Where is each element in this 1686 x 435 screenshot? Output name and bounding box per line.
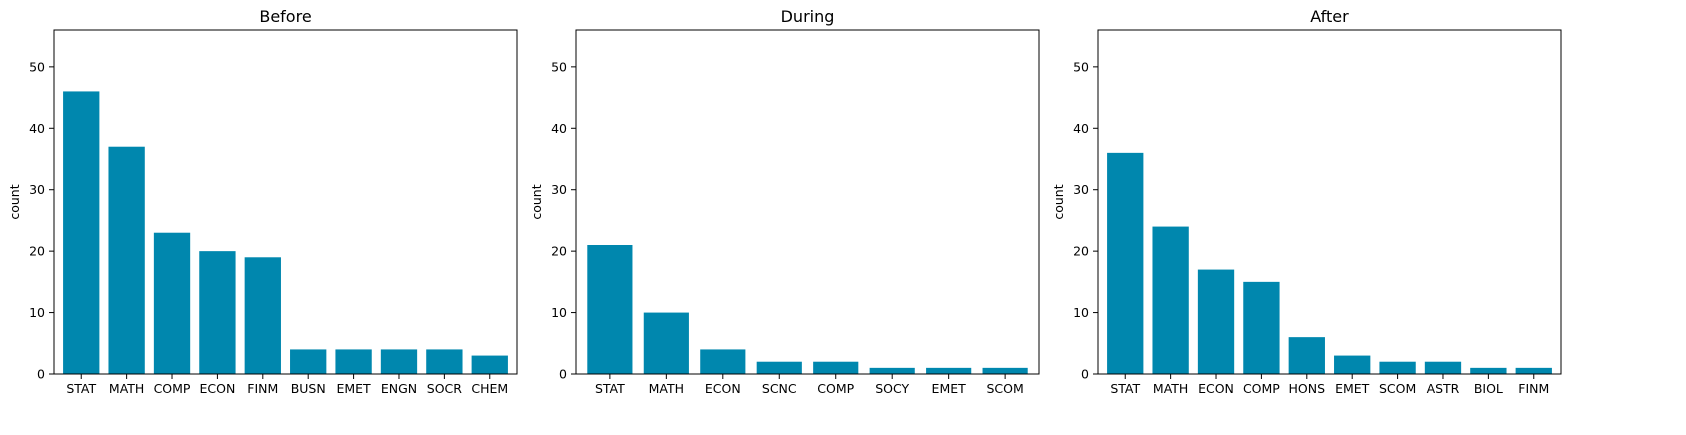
y-tick-label: 10 <box>29 305 45 320</box>
bar-stat <box>63 91 100 374</box>
y-tick-label: 10 <box>1073 305 1089 320</box>
plot-frame <box>1097 29 1562 375</box>
x-tick-label: SOCY <box>875 381 909 396</box>
y-tick-label: 0 <box>37 367 45 382</box>
x-tick-label: ENGN <box>381 381 417 396</box>
x-tick-label: MATH <box>1153 381 1188 396</box>
y-tick-label: 20 <box>29 244 45 259</box>
x-tick-label: STAT <box>1110 381 1140 396</box>
y-tick-label: 20 <box>1073 244 1089 259</box>
plot-frame <box>53 29 518 375</box>
y-tick-label: 50 <box>551 59 567 74</box>
bar-finm <box>1515 367 1552 374</box>
bar-comp <box>1243 281 1280 374</box>
bar-math <box>643 312 689 374</box>
x-tick-label: COMP <box>817 381 854 396</box>
y-axis-label: count <box>529 184 544 219</box>
y-tick-label: 0 <box>559 367 567 382</box>
y-tick-label: 40 <box>29 121 45 136</box>
x-tick-label: ECON <box>705 381 741 396</box>
x-tick-label: SCOM <box>1379 381 1416 396</box>
y-tick-label: 50 <box>29 59 45 74</box>
bar-scom <box>1379 361 1416 374</box>
bar-socy <box>869 367 915 374</box>
x-tick-label: MATH <box>649 381 684 396</box>
chart-panel-1: Before 0 10 20 30 40 50 count STAT MATH COMP ECON FI… <box>7 7 518 396</box>
x-tick-label: FINM <box>1518 381 1549 396</box>
bar-scnc <box>756 361 802 374</box>
x-tick-label: CHEM <box>471 381 508 396</box>
plot-frame <box>575 29 1040 375</box>
x-tick-label: FINM <box>247 381 278 396</box>
y-tick-label: 20 <box>551 244 567 259</box>
y-tick-label: 40 <box>1073 121 1089 136</box>
y-axis-label: count <box>7 184 22 219</box>
bar-scom <box>982 367 1028 374</box>
x-tick-label: EMET <box>336 381 371 396</box>
x-tick-label: STAT <box>66 381 96 396</box>
x-tick-label: EMET <box>1335 381 1370 396</box>
bar-busn <box>290 349 327 374</box>
y-tick-label: 40 <box>551 121 567 136</box>
bar-biol <box>1470 367 1507 374</box>
bar-math <box>1152 226 1189 374</box>
y-tick-label: 50 <box>1073 59 1089 74</box>
bar-socr <box>426 349 463 374</box>
y-tick-label: 30 <box>1073 182 1089 197</box>
x-tick-label: EMET <box>932 381 967 396</box>
x-tick-label: SOCR <box>427 381 463 396</box>
bar-emet <box>926 367 972 374</box>
x-tick-label: HONS <box>1289 381 1326 396</box>
chart-panel-2: During 0 10 20 30 40 50 count STAT MATH ECON SCNC CO… <box>529 7 1040 396</box>
bar-stat <box>587 245 633 374</box>
bar-comp <box>813 361 859 374</box>
bar-emet <box>335 349 372 374</box>
bar-econ <box>1197 269 1235 374</box>
bar-comp <box>153 232 191 374</box>
x-tick-label: BUSN <box>291 381 326 396</box>
bar-hons <box>1288 337 1325 374</box>
y-tick-label: 0 <box>1081 367 1089 382</box>
x-tick-label: STAT <box>595 381 625 396</box>
bar-math <box>108 146 145 374</box>
x-tick-label: COMP <box>1243 381 1280 396</box>
y-tick-label: 30 <box>551 182 567 197</box>
x-tick-label: ECON <box>199 381 235 396</box>
chart-panel-3: After 0 10 20 30 40 50 count STAT MATH ECON COMP HON… <box>1051 7 1562 396</box>
y-axis-label: count <box>1051 184 1066 219</box>
x-tick-label: ECON <box>1198 381 1234 396</box>
bar-astr <box>1424 361 1462 374</box>
x-tick-label: ASTR <box>1427 381 1460 396</box>
bar-engn <box>380 349 418 374</box>
bar-stat <box>1107 152 1144 374</box>
bar-emet <box>1334 355 1371 374</box>
x-tick-label: COMP <box>154 381 191 396</box>
bar-chem <box>471 355 508 374</box>
bar-econ <box>199 251 236 374</box>
bar-finm <box>244 257 281 374</box>
chart-title: During <box>781 7 835 26</box>
bar-econ <box>700 349 746 374</box>
chart-title: After <box>1310 7 1349 26</box>
x-tick-label: BIOL <box>1474 381 1503 396</box>
x-tick-label: SCOM <box>986 381 1023 396</box>
y-tick-label: 10 <box>551 305 567 320</box>
x-tick-label: MATH <box>109 381 144 396</box>
chart-title: Before <box>259 7 311 26</box>
y-tick-label: 30 <box>29 182 45 197</box>
x-tick-label: SCNC <box>762 381 797 396</box>
